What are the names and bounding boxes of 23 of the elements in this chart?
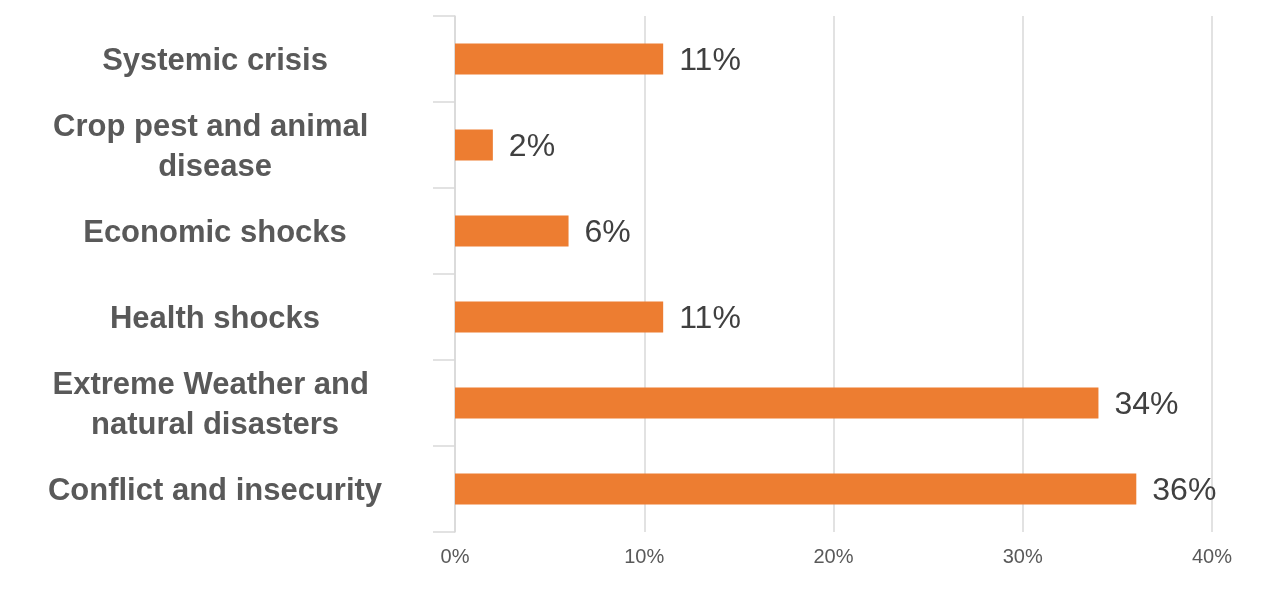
x-tick-label: 10% [624, 545, 665, 567]
x-tick-label: 30% [1002, 545, 1043, 567]
y-tick-label: Systemic crisis [102, 41, 328, 77]
y-tick-label: Extreme Weather and natural disasters [52, 365, 378, 441]
x-tick-label: 40% [1191, 545, 1233, 567]
bar [455, 473, 1137, 505]
data-label: 36% [1152, 471, 1217, 507]
y-tick-label: Crop pest and animal disease [53, 107, 377, 183]
x-tick-label: 0% [440, 545, 470, 567]
bar [455, 215, 569, 247]
data-label: 2% [508, 127, 556, 163]
bar [455, 129, 493, 161]
y-tick-label: Conflict and insecurity [47, 471, 383, 507]
y-tick-label: Economic shocks [83, 213, 347, 249]
bar [455, 43, 664, 75]
x-tick-label: 20% [813, 545, 854, 567]
data-label: 34% [1114, 385, 1179, 421]
bar [455, 301, 664, 333]
y-tick-label: Health shocks [109, 299, 321, 335]
bar [455, 387, 1099, 419]
data-label: 11% [679, 41, 741, 77]
data-label: 6% [584, 213, 631, 249]
data-label: 11% [679, 299, 741, 335]
